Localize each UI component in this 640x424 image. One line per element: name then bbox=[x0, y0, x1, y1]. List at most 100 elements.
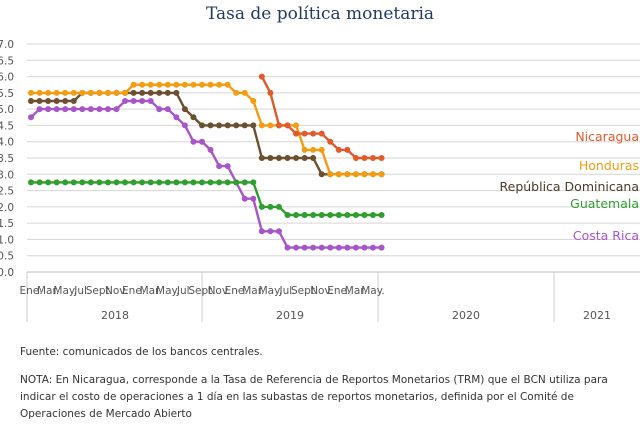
data-point bbox=[310, 130, 317, 137]
data-point bbox=[130, 89, 137, 96]
series-label: Guatemala bbox=[570, 196, 639, 211]
series-labels: Costa Rica Guatemala República Dominicana H… bbox=[500, 129, 640, 243]
data-point bbox=[301, 146, 308, 153]
data-point bbox=[181, 106, 188, 113]
data-point bbox=[216, 122, 223, 129]
data-point bbox=[344, 244, 351, 251]
data-point bbox=[104, 179, 111, 186]
y-tick-label: 7.0 bbox=[0, 39, 14, 51]
x-tick-label: Jul. bbox=[278, 285, 295, 297]
data-point bbox=[139, 81, 146, 88]
data-point bbox=[147, 179, 154, 186]
data-point bbox=[293, 155, 300, 161]
x-tick-label: Ene. bbox=[122, 285, 145, 297]
data-point bbox=[275, 203, 282, 210]
series-label: Nicaragua bbox=[575, 129, 639, 144]
data-point bbox=[190, 81, 197, 88]
data-point bbox=[318, 212, 325, 218]
data-point bbox=[267, 122, 274, 129]
data-point bbox=[335, 146, 342, 153]
data-point bbox=[361, 171, 368, 178]
data-point bbox=[156, 179, 163, 186]
y-tick-label: 3.5 bbox=[0, 153, 14, 165]
y-tick-label: 0.0 bbox=[0, 267, 14, 279]
data-point bbox=[96, 179, 103, 186]
year-label: 2018 bbox=[101, 309, 129, 322]
x-tick-label: Sept. bbox=[188, 285, 215, 297]
data-point bbox=[190, 114, 197, 121]
data-point bbox=[267, 203, 274, 210]
x-tick-label: Nov. bbox=[105, 285, 128, 297]
series-label: Honduras bbox=[579, 158, 639, 173]
x-tick-label: Ene. bbox=[19, 285, 42, 297]
data-point bbox=[224, 81, 231, 88]
data-point bbox=[53, 106, 60, 113]
data-point bbox=[36, 89, 43, 96]
data-point bbox=[318, 146, 325, 153]
series-line bbox=[31, 83, 382, 176]
data-point bbox=[36, 179, 43, 186]
data-point bbox=[207, 81, 214, 88]
data-point bbox=[293, 130, 300, 137]
y-tick-label: 3.0 bbox=[0, 169, 14, 181]
x-tick-label: Mar. bbox=[140, 285, 162, 297]
data-point bbox=[241, 179, 248, 186]
data-point bbox=[62, 106, 69, 113]
data-point bbox=[104, 106, 111, 113]
data-point bbox=[344, 171, 351, 178]
data-point bbox=[36, 98, 43, 104]
data-point bbox=[156, 106, 163, 113]
data-point bbox=[79, 106, 86, 113]
data-point bbox=[53, 179, 60, 186]
data-point bbox=[335, 171, 342, 178]
data-point bbox=[250, 122, 257, 129]
data-point bbox=[28, 114, 34, 121]
data-point bbox=[370, 155, 376, 161]
year-label: 2020 bbox=[452, 309, 480, 322]
data-point bbox=[267, 89, 274, 96]
data-point bbox=[164, 179, 171, 186]
data-point bbox=[53, 89, 60, 96]
data-point bbox=[327, 244, 334, 251]
x-tick-label: May. bbox=[53, 285, 77, 297]
data-point bbox=[156, 81, 163, 88]
data-point bbox=[28, 89, 34, 96]
data-point bbox=[190, 179, 197, 186]
data-point bbox=[87, 106, 94, 113]
data-point bbox=[173, 89, 180, 96]
data-point bbox=[250, 195, 257, 202]
data-point bbox=[28, 98, 34, 104]
series-lines bbox=[28, 73, 385, 251]
data-point bbox=[130, 81, 137, 88]
y-tick-label: 4.0 bbox=[0, 137, 14, 149]
data-point bbox=[96, 89, 103, 96]
data-point bbox=[241, 195, 248, 202]
data-point bbox=[181, 179, 188, 186]
data-point bbox=[113, 179, 120, 186]
data-point bbox=[318, 244, 325, 251]
x-tick-label: Ene. bbox=[327, 285, 350, 297]
data-point bbox=[293, 122, 300, 129]
data-point bbox=[310, 146, 317, 153]
data-point bbox=[113, 106, 120, 113]
data-point bbox=[199, 138, 205, 145]
data-point bbox=[233, 122, 240, 129]
data-point bbox=[216, 81, 223, 88]
data-point bbox=[45, 179, 52, 186]
data-point bbox=[216, 163, 223, 170]
x-tick-label: Nov. bbox=[208, 285, 231, 297]
data-point bbox=[370, 171, 376, 178]
data-point bbox=[284, 155, 291, 161]
data-point bbox=[327, 138, 334, 145]
data-point bbox=[267, 228, 274, 235]
data-point bbox=[310, 244, 317, 251]
data-point bbox=[70, 89, 77, 96]
x-tick-label: Nov. bbox=[310, 285, 333, 297]
data-point bbox=[207, 146, 214, 153]
data-point bbox=[370, 212, 376, 218]
data-point bbox=[284, 122, 291, 129]
series-label: República Dominicana bbox=[500, 179, 640, 194]
data-point bbox=[241, 89, 248, 96]
data-point bbox=[199, 179, 205, 186]
y-tick-label: 1.0 bbox=[0, 234, 14, 246]
